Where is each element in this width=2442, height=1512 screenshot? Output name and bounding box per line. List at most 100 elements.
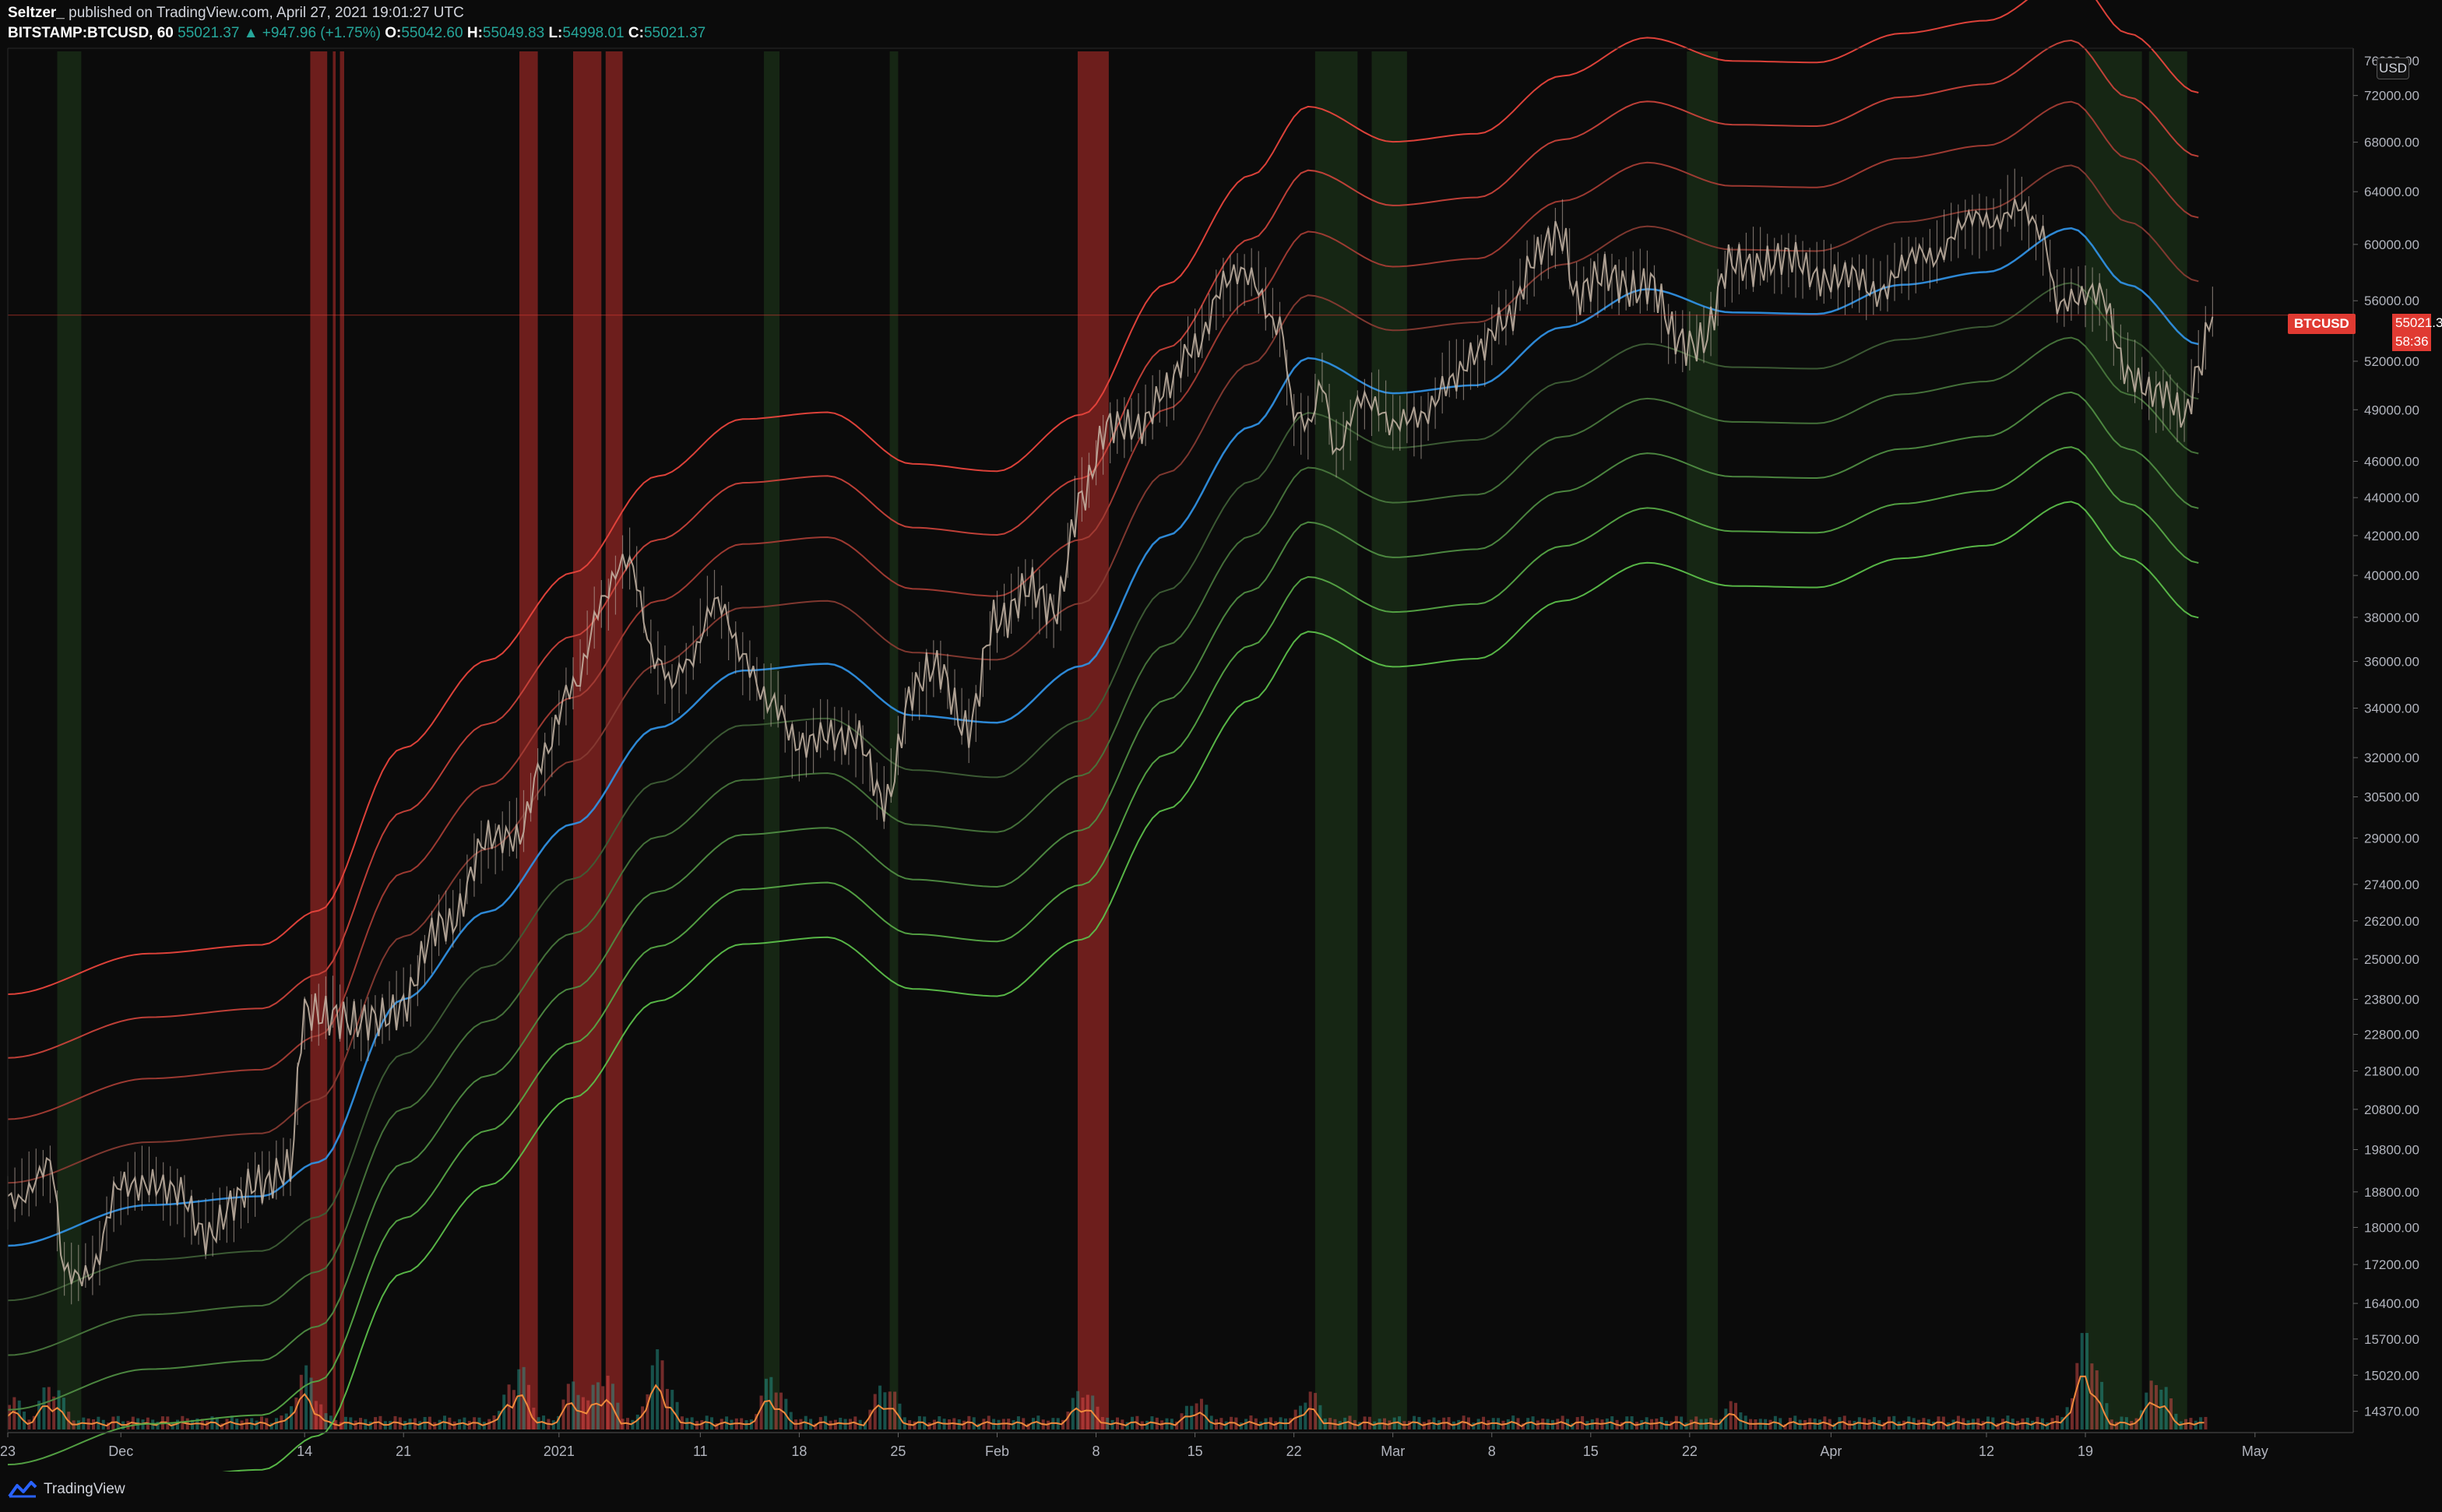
volume-bar [551, 1420, 555, 1429]
x-tick-label: Apr [1820, 1443, 1842, 1459]
x-tick-label: 2021 [544, 1443, 575, 1459]
volume-bar [502, 1394, 506, 1429]
volume-bar [1788, 1418, 1792, 1429]
green-zone [1371, 51, 1407, 1429]
volume-bar [220, 1423, 224, 1429]
volume-bar [982, 1419, 986, 1429]
y-tick-label: 27400.00 [2364, 877, 2419, 892]
volume-bar [467, 1420, 471, 1429]
volume-bar [1061, 1419, 1065, 1429]
volume-bar [2031, 1420, 2035, 1429]
symbol-label[interactable]: BITSTAMP:BTCUSD, 60 [8, 25, 174, 41]
x-tick-label: 19 [2078, 1443, 2093, 1459]
volume-bar [1783, 1424, 1787, 1429]
volume-bar [91, 1419, 95, 1429]
volume-bar [1932, 1422, 1936, 1429]
volume-bar [646, 1394, 649, 1429]
volume-bar [601, 1386, 605, 1429]
volume-bar [759, 1395, 763, 1429]
volume-bar [557, 1415, 561, 1429]
x-tick-label: Feb [985, 1443, 1009, 1459]
y-tick-label: 32000.00 [2364, 751, 2419, 765]
volume-bar [1838, 1417, 1842, 1429]
y-tick-label: 25000.00 [2364, 952, 2419, 967]
volume-bar [1818, 1419, 1822, 1429]
volume-bar [368, 1421, 372, 1429]
red-zone [310, 51, 328, 1429]
volume-bar [1358, 1422, 1362, 1429]
band-line [7, 282, 2199, 1302]
volume-bar [1882, 1422, 1886, 1429]
x-tick-label: 15 [1188, 1443, 1203, 1459]
volume-bar [566, 1384, 570, 1429]
volume-bar [1833, 1423, 1837, 1429]
y-tick-label: 68000.00 [2364, 135, 2419, 150]
volume-bar [156, 1422, 160, 1429]
volume-bar [37, 1401, 41, 1429]
x-tick-label: 18 [791, 1443, 807, 1459]
volume-bar [2070, 1398, 2074, 1429]
volume-bar [275, 1418, 279, 1429]
volume-bar [888, 1391, 892, 1429]
volume-bar [1184, 1405, 1188, 1429]
volume-bar [1145, 1420, 1149, 1429]
last-price-box: 55021.37 58:36 [2392, 314, 2442, 351]
volume-bar [2130, 1421, 2134, 1429]
green-zone [1687, 51, 1719, 1429]
footer [0, 1472, 2442, 1512]
price-chart[interactable]: 72000.00 68000.00 64000.00 60000.00 56000.00… [0, 0, 2442, 1472]
volume-bar [280, 1415, 283, 1429]
volume-bar [1308, 1391, 1312, 1429]
volume-bar [1951, 1419, 1955, 1429]
volume-bar [2149, 1380, 2153, 1429]
volume-bar [927, 1422, 931, 1429]
signal-zones [57, 51, 2187, 1429]
volume-bar [814, 1423, 818, 1429]
volume-bar [863, 1422, 867, 1429]
volume-bar [1175, 1421, 1179, 1429]
low-label: L: [548, 25, 563, 41]
volume-bar [512, 1390, 515, 1429]
volume-bar [1304, 1402, 1307, 1429]
x-tick-label: 14 [297, 1443, 312, 1459]
volume-bar [438, 1419, 442, 1429]
y-tick-label: 16400.00 [2364, 1296, 2419, 1311]
change-arrow-icon: ▲ [243, 25, 259, 41]
volume-bar [1274, 1421, 1278, 1429]
volume-bar [1086, 1394, 1089, 1429]
bar-countdown: 58:36 [2395, 334, 2429, 349]
x-tick-label: 23 [0, 1443, 16, 1459]
close-label: C: [628, 25, 644, 41]
volume-bar [932, 1419, 936, 1429]
tradingview-logo[interactable]: TradingView [8, 1478, 125, 1501]
green-zone [2085, 51, 2142, 1429]
change-value: +947.96 (+1.75%) [262, 25, 381, 41]
volume-bar [635, 1414, 639, 1429]
volume-bar [284, 1413, 288, 1429]
last-price-value: 55021.37 [2395, 315, 2442, 330]
volume-bar [596, 1382, 600, 1429]
volume-bar [1299, 1405, 1303, 1429]
volume-bar [225, 1419, 229, 1429]
red-zone [1077, 51, 1109, 1429]
y-tick-label: 30500.00 [2364, 789, 2419, 804]
currency-badge[interactable]: USD [2377, 58, 2409, 79]
volume-bar [1125, 1422, 1129, 1429]
volume-bar [2154, 1384, 2158, 1429]
publish-date: published on TradingView.com, April 27, … [69, 5, 464, 21]
volume-bar [1719, 1419, 1722, 1429]
volume-bar [715, 1423, 719, 1429]
y-tick-label: 17200.00 [2364, 1257, 2419, 1272]
volume-bar [700, 1420, 704, 1429]
author-name[interactable]: Seltzer_ [8, 5, 65, 21]
volume-bar [42, 1387, 46, 1429]
y-tick-label: 15700.00 [2364, 1332, 2419, 1347]
volume-bar [774, 1392, 778, 1429]
high-value: 55049.83 [482, 25, 545, 41]
volume-bar [2065, 1407, 2069, 1429]
x-tick-label: 25 [890, 1443, 906, 1459]
y-tick-label: 52000.00 [2364, 354, 2419, 369]
volume-bar [1640, 1420, 1644, 1429]
volume-bar [720, 1419, 723, 1429]
volume-bar [76, 1420, 80, 1429]
